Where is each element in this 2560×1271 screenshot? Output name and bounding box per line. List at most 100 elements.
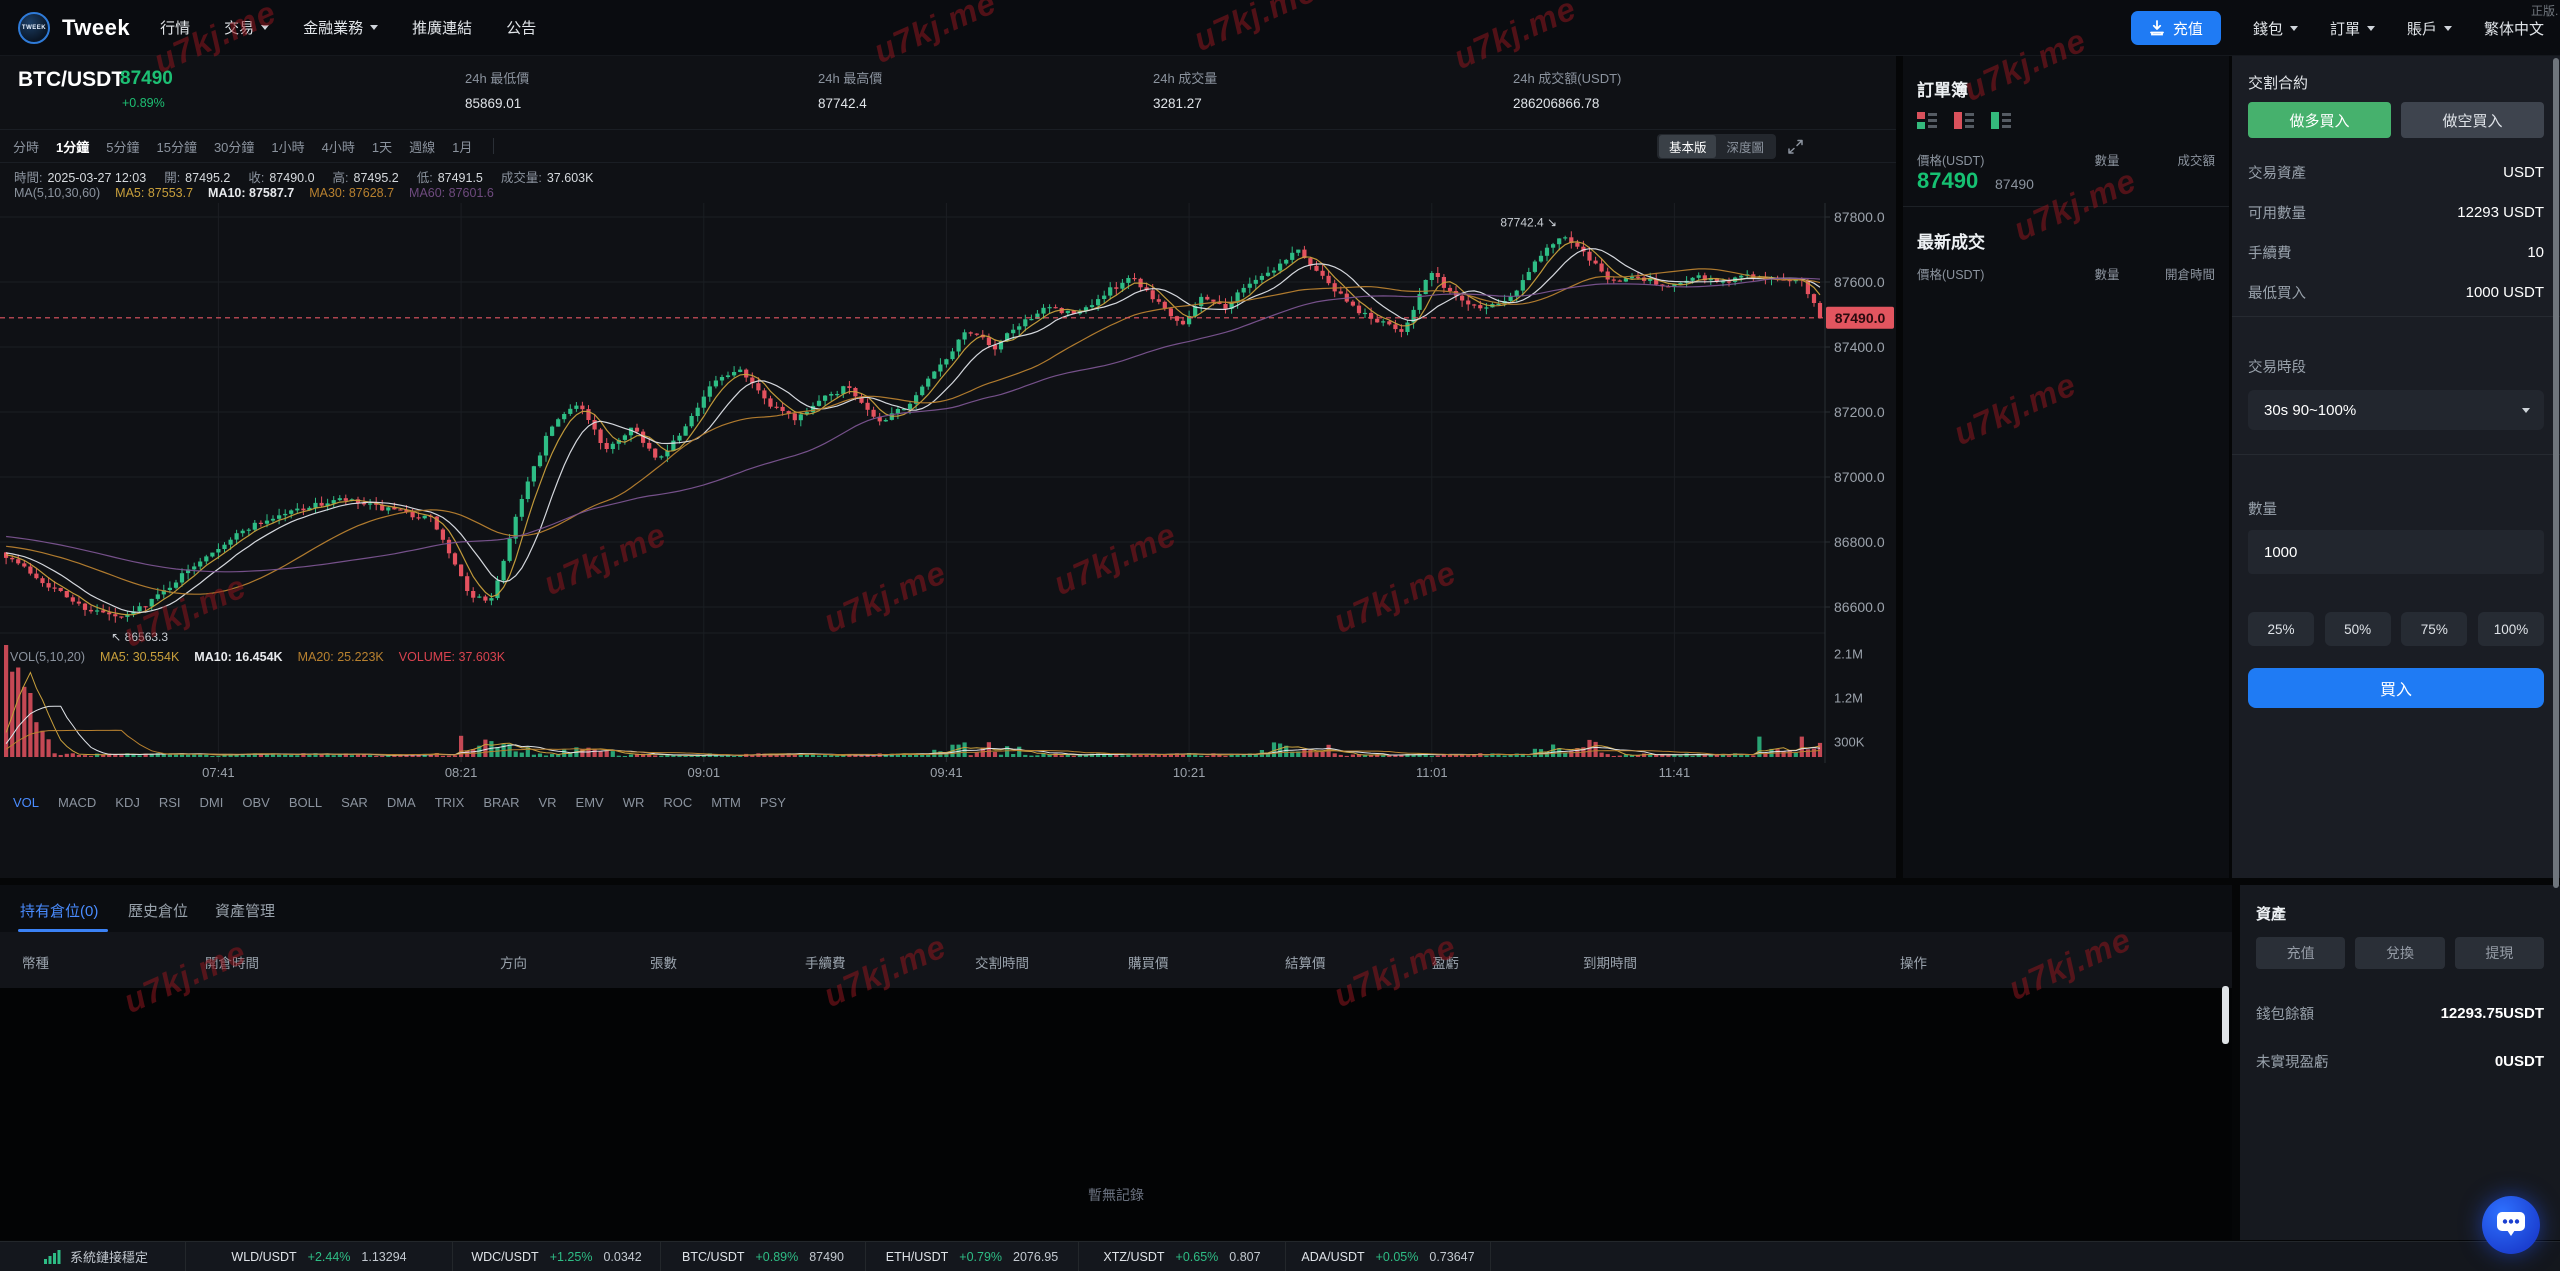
view-depth-chip[interactable]: 深度圖	[1726, 141, 1764, 155]
brand-logo-icon[interactable]: TWEEK	[18, 11, 50, 44]
tab-history-positions[interactable]: 歷史倉位	[128, 903, 189, 920]
nav-label: 交易	[224, 20, 255, 37]
buy-button[interactable]: 買入	[2248, 668, 2544, 708]
main-nav: 行情 交易 金融業務 推廣連結 公告	[160, 17, 536, 38]
ticker-item-eth[interactable]: ETH/USDT +0.79% 2076.95	[866, 1242, 1079, 1271]
indicator-boll[interactable]: BOLL	[288, 795, 323, 810]
long-buy-button[interactable]: 做多買入	[2248, 102, 2391, 138]
top-navbar: TWEEK Tweek 行情 交易 金融業務 推廣連結 公告 充值 錢包 訂單 …	[0, 0, 2560, 56]
percent-25-button[interactable]: 25%	[2248, 612, 2314, 646]
indicator-roc[interactable]: ROC	[663, 795, 693, 810]
legend-label: 時間:	[14, 171, 43, 185]
indicator-psy[interactable]: PSY	[759, 795, 786, 810]
row-min-buy: 最低買入 1000 USDT	[2248, 282, 2544, 303]
indicator-vol[interactable]: VOL	[13, 795, 40, 810]
percent-75-button[interactable]: 75%	[2401, 612, 2468, 646]
book-view-both-icon[interactable]	[1917, 112, 1938, 129]
indicator-wr[interactable]: WR	[622, 795, 645, 810]
tf-30min[interactable]: 30分鐘	[213, 139, 255, 155]
ticker-item-btc[interactable]: BTC/USDT +0.89% 87490	[661, 1242, 866, 1271]
nav-item-trade[interactable]: 交易	[224, 17, 270, 38]
svg-text:07:41: 07:41	[202, 765, 235, 780]
nav-label: 賬戶	[2406, 20, 2437, 38]
svg-text:11:01: 11:01	[1416, 765, 1448, 780]
asset-withdraw-button[interactable]: 提現	[2454, 937, 2544, 969]
navbar-right: 充值 錢包 訂單 賬戶 繁体中文	[2130, 0, 2544, 56]
indicator-vr[interactable]: VR	[538, 795, 557, 810]
asset-exchange-button[interactable]: 兌換	[2355, 937, 2445, 969]
tab-asset-management[interactable]: 資產管理	[215, 903, 276, 920]
tf-4hour[interactable]: 4小時	[321, 139, 355, 155]
book-view-bids-icon[interactable]	[1991, 112, 2012, 129]
tf-15min[interactable]: 15分鐘	[156, 139, 197, 155]
col-actions: 操作	[1900, 956, 1927, 971]
nav-item-wallet[interactable]: 錢包	[2253, 18, 2298, 39]
indicator-mtm[interactable]: MTM	[711, 795, 741, 810]
indicator-dma[interactable]: DMA	[386, 795, 416, 810]
ticker-item-wdc[interactable]: WDC/USDT +1.25% 0.0342	[453, 1242, 661, 1271]
percent-50-button[interactable]: 50%	[2324, 612, 2391, 646]
deposit-button[interactable]: 充值	[2130, 11, 2221, 45]
brand-name: Tweek	[62, 14, 131, 40]
book-view-asks-icon[interactable]	[1954, 112, 1975, 129]
nav-item-orders[interactable]: 訂單	[2330, 18, 2375, 39]
session-select[interactable]: 30s 90~100%	[2248, 390, 2544, 430]
tf-1hour[interactable]: 1小時	[271, 139, 305, 155]
indicator-macd[interactable]: MACD	[58, 795, 97, 810]
indicator-emv[interactable]: EMV	[575, 795, 604, 810]
nav-label: 推廣連結	[412, 20, 473, 37]
indicator-dmi[interactable]: DMI	[199, 795, 224, 810]
col-lots: 張數	[650, 956, 677, 971]
nav-label: 金融業務	[303, 20, 364, 37]
view-basic-chip[interactable]: 基本版	[1658, 135, 1717, 158]
svg-text:10:21: 10:21	[1173, 765, 1206, 780]
candlestick-chart[interactable]: 87800.0 87600.0 87400.0 87200.0 87000.0 86800…	[0, 163, 1896, 793]
tf-1min[interactable]: 1分鐘	[56, 139, 90, 155]
ticker-item-ada[interactable]: ADA/USDT +0.05% 0.73647	[1286, 1242, 1491, 1271]
tab-open-positions[interactable]: 持有倉位(0)	[20, 903, 99, 920]
nav-item-referral[interactable]: 推廣連結	[412, 17, 472, 38]
indicator-rsi[interactable]: RSI	[158, 795, 181, 810]
chat-widget-button[interactable]	[2482, 1196, 2540, 1254]
svg-text:2.1M: 2.1M	[1834, 647, 1863, 662]
unrealized-pnl-row: 未實現盈虧 0USDT	[2256, 1051, 2544, 1072]
percent-buttons: 25% 50% 75% 100%	[2248, 612, 2544, 646]
fullscreen-icon[interactable]	[1787, 138, 1804, 160]
tf-month[interactable]: 1月	[452, 139, 473, 155]
tf-1day[interactable]: 1天	[371, 139, 393, 155]
indicator-kdj[interactable]: KDJ	[115, 795, 140, 810]
nav-item-market[interactable]: 行情	[160, 17, 190, 38]
page-scrollbar-thumb[interactable]	[2553, 58, 2559, 888]
nav-item-account[interactable]: 賬戶	[2407, 18, 2452, 39]
tf-5min[interactable]: 5分鐘	[106, 139, 140, 155]
col-price: 價格(USDT)	[1917, 154, 1985, 168]
nav-label: 錢包	[2252, 20, 2283, 38]
legend-label: MA5:	[100, 650, 130, 664]
legend-label: MA10:	[194, 650, 232, 664]
ticker-item-wld[interactable]: WLD/USDT +2.44% 1.13294	[186, 1242, 453, 1271]
legend-volume: 成交量: 37.603K	[501, 167, 594, 186]
legend-label: 成交量:	[500, 171, 542, 185]
download-icon	[2150, 20, 2164, 36]
percent-100-button[interactable]: 100%	[2477, 612, 2544, 646]
col-pnl: 盈虧	[1432, 956, 1459, 971]
positions-section: 持有倉位(0) 歷史倉位 資產管理 幣種 開倉時間 方向 張數 手續費 交割時間…	[0, 885, 2232, 1240]
indicator-brar[interactable]: BRAR	[483, 795, 520, 810]
row-fee: 手續費 10	[2248, 242, 2544, 263]
asset-deposit-button[interactable]: 充值	[2256, 937, 2346, 969]
nav-item-announcement[interactable]: 公告	[506, 17, 536, 38]
nav-item-finance[interactable]: 金融業務	[303, 17, 379, 38]
tf-week[interactable]: 週線	[409, 139, 436, 155]
indicator-obv[interactable]: OBV	[242, 795, 270, 810]
table-scrollbar-thumb[interactable]	[2222, 986, 2229, 1044]
tf-time[interactable]: 分時	[13, 139, 40, 155]
order-book-title: 訂單簿	[1917, 81, 1968, 100]
ticker-price: 1.13294	[361, 1249, 407, 1264]
indicator-sar[interactable]: SAR	[341, 795, 368, 810]
ticker-item-xtz[interactable]: XTZ/USDT +0.65% 0.807	[1079, 1242, 1286, 1271]
indicator-trix[interactable]: TRIX	[434, 795, 465, 810]
language-selector[interactable]: 繁体中文	[2484, 18, 2544, 39]
amount-input[interactable]	[2248, 530, 2544, 574]
short-buy-button[interactable]: 做空買入	[2401, 102, 2544, 138]
volume-legend: VOL(5,10,20) MA5: 30.554K MA10: 16.454K …	[10, 650, 505, 664]
